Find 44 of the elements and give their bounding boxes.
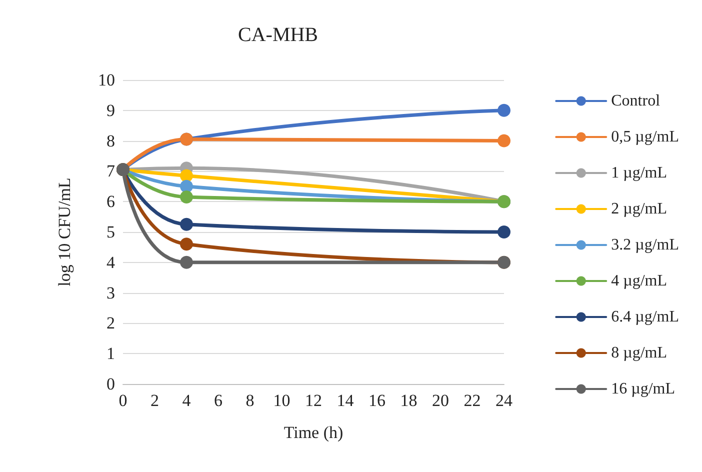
x-axis-title: Time (h)	[284, 423, 344, 442]
x-tick-label: 16	[368, 391, 386, 410]
legend-label: 3.2 µg/mL	[611, 236, 680, 254]
chart-title: CA-MHB	[238, 24, 318, 46]
point	[180, 256, 193, 269]
legend-label: 1 µg/mL	[611, 164, 668, 182]
x-tick-label: 0	[118, 391, 128, 410]
x-tick-label: 4	[182, 391, 192, 410]
y-tick-label: 3	[106, 283, 115, 302]
x-tick-label: 22	[464, 391, 481, 410]
x-tick-label: 2	[150, 391, 159, 410]
x-tick-label: 20	[432, 391, 449, 410]
legend-label: 0,5 µg/mL	[611, 128, 680, 146]
legend-label: 16 µg/mL	[611, 380, 676, 398]
x-tick-label: 8	[246, 391, 254, 410]
y-tick-label: 10	[98, 70, 115, 90]
legend-label: 6.4 µg/mL	[611, 308, 680, 326]
legend-label: 8 µg/mL	[611, 344, 668, 362]
legend-label: 4 µg/mL	[611, 272, 668, 290]
y-tick-label: 2	[106, 314, 115, 333]
x-tick-label: 12	[305, 391, 322, 410]
y-tick-label: 6	[106, 192, 115, 212]
y-tick-label: 9	[106, 100, 115, 120]
y-tick-label: 8	[106, 131, 115, 150]
x-tick-label: 18	[400, 391, 418, 410]
y-tick-label: 0	[106, 374, 115, 394]
y-tick-label: 7	[106, 162, 116, 181]
point	[498, 134, 510, 148]
point	[498, 104, 510, 117]
point	[180, 238, 193, 251]
point	[180, 218, 193, 231]
point	[498, 226, 510, 238]
y-tick-label: 1	[106, 344, 115, 364]
x-tick-label: 14	[336, 391, 354, 410]
x-tick-label: 10	[273, 391, 290, 410]
x-tick-label: 24	[496, 391, 513, 410]
y-tick-label: 4	[106, 252, 116, 272]
point	[180, 180, 193, 193]
legend-label: Control	[611, 92, 661, 110]
x-tick-label: 6	[214, 391, 222, 410]
y-tick-label: 5	[106, 222, 115, 242]
legend-label: 2 µg/mL	[611, 200, 668, 218]
y-axis-title: log 10 CFU/mL	[55, 178, 74, 286]
point	[180, 190, 193, 204]
